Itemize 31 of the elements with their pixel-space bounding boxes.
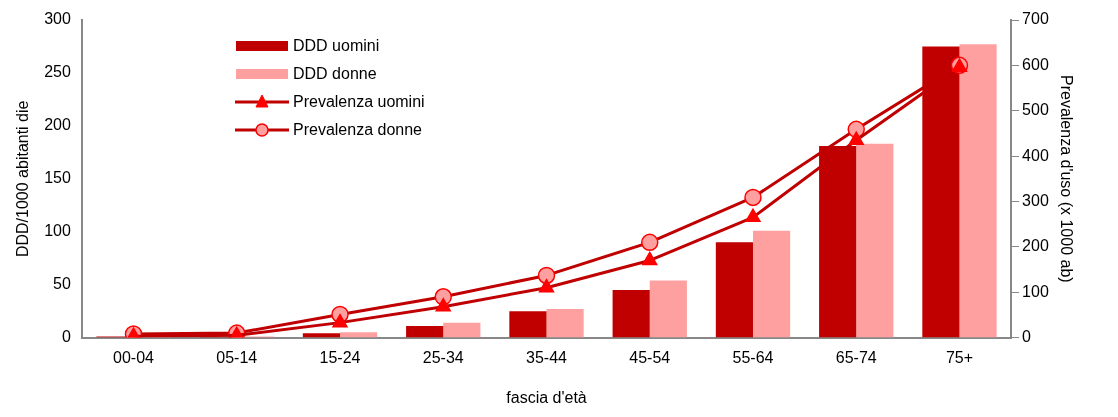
x-tick-label: 15-24: [319, 348, 361, 366]
y2-tick-label: 0: [1022, 328, 1032, 346]
x-tick-label: 55-64: [732, 348, 774, 366]
y-tick-label: 50: [53, 275, 71, 293]
legend-label: DDD uomini: [293, 37, 380, 55]
y-tick-label: 150: [44, 169, 71, 187]
y2-tick-label: 600: [1022, 55, 1049, 73]
legend-label: DDD donne: [293, 65, 377, 83]
y-tick-label: 100: [44, 222, 71, 240]
y-tick-label: 250: [44, 63, 71, 81]
legend-label: Prevalenza uomini: [293, 93, 425, 111]
x-tick-label: 25-34: [422, 348, 464, 366]
x-axis-title: fascia d'età: [506, 388, 587, 406]
y2-tick-label: 300: [1022, 191, 1049, 209]
x-tick-label: 00-04: [113, 348, 155, 366]
y-tick-label: 0: [61, 328, 71, 346]
y2-tick-label: 200: [1022, 237, 1049, 255]
y2-tick-label: 100: [1022, 282, 1049, 300]
y2-tick-label: 700: [1022, 10, 1049, 28]
x-tick-label: 65-74: [835, 348, 877, 366]
y2-tick-label: 400: [1022, 146, 1049, 164]
legend-label: Prevalenza donne: [293, 121, 422, 139]
y-axis-title: DDD/1000 abitanti die: [14, 100, 32, 258]
y-tick-label: 300: [44, 10, 71, 28]
x-tick-label: 05-14: [216, 348, 258, 366]
y2-axis-title: Prevalenza d'uso (x 1000 ab): [1057, 74, 1075, 283]
y2-tick-label: 500: [1022, 101, 1049, 119]
x-tick-label: 45-54: [629, 348, 671, 366]
y-tick-label: 200: [44, 116, 71, 134]
x-tick-label: 35-44: [526, 348, 568, 366]
x-tick-label: 75+: [945, 348, 974, 366]
